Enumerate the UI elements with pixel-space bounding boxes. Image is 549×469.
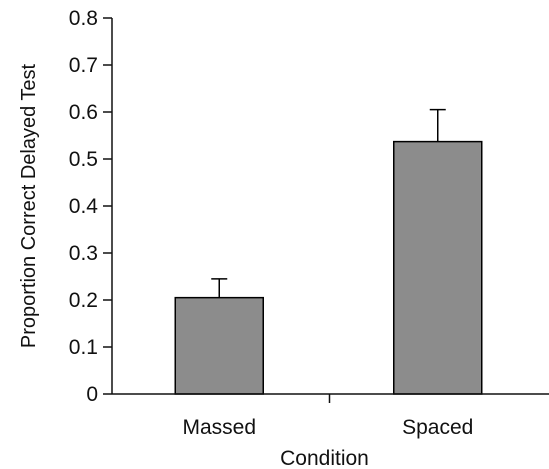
y-tick-label: 0 <box>86 383 98 406</box>
x-tick-label: Massed <box>182 416 256 439</box>
y-tick-label: 0.2 <box>69 289 98 312</box>
y-axis-ticks: 0 0.1 0.2 0.3 0.4 0.5 0.6 0.7 0.8 <box>69 7 112 406</box>
x-tick-label: Spaced <box>402 416 473 439</box>
x-axis-title: Condition <box>280 447 369 469</box>
y-tick-label: 0.4 <box>69 195 99 218</box>
y-tick-label: 0.6 <box>69 101 98 124</box>
bars <box>174 108 483 395</box>
y-tick-label: 0.5 <box>69 148 98 171</box>
y-tick-label: 0.3 <box>69 242 98 265</box>
bar-spaced <box>393 140 483 395</box>
y-tick-label: 0.8 <box>69 7 98 30</box>
y-tick-label: 0.1 <box>69 336 98 359</box>
x-axis-ticks: Massed Spaced <box>182 394 473 439</box>
y-tick-label: 0.7 <box>69 54 98 77</box>
bar-massed <box>174 296 264 395</box>
y-axis-title: Proportion Correct Delayed Test <box>18 63 40 348</box>
